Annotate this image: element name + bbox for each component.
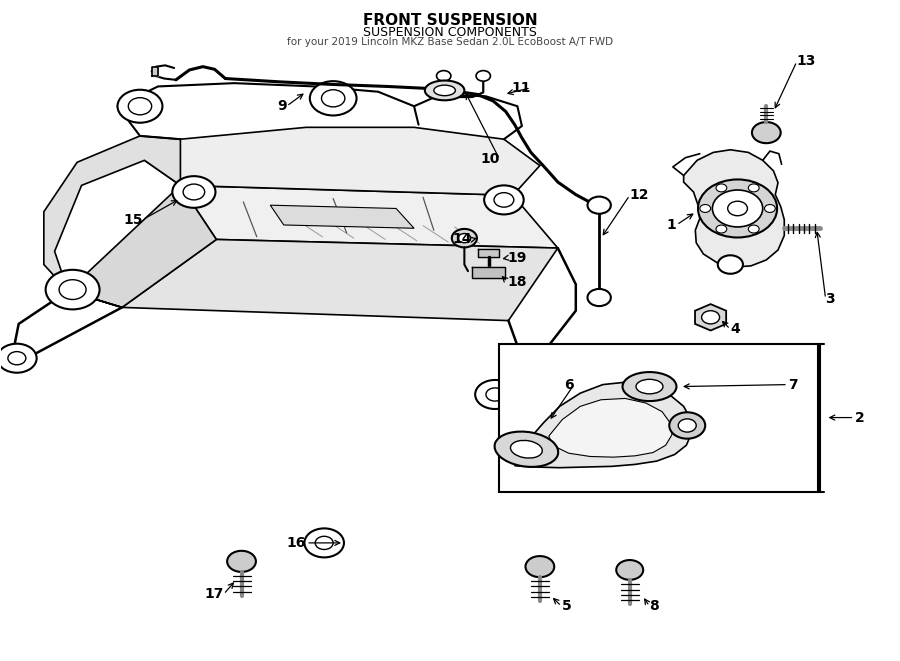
Circle shape xyxy=(315,536,333,549)
Polygon shape xyxy=(122,239,558,321)
Circle shape xyxy=(718,255,742,274)
Circle shape xyxy=(748,225,759,233)
Circle shape xyxy=(764,204,775,212)
Text: SUSPENSION COMPONENTS: SUSPENSION COMPONENTS xyxy=(363,26,537,39)
Circle shape xyxy=(716,225,727,233)
Ellipse shape xyxy=(623,372,677,401)
Text: 1: 1 xyxy=(667,218,677,232)
Polygon shape xyxy=(270,205,414,228)
Polygon shape xyxy=(145,128,540,195)
Bar xyxy=(500,344,818,492)
Polygon shape xyxy=(478,249,500,256)
Circle shape xyxy=(436,71,451,81)
Polygon shape xyxy=(68,185,216,307)
Circle shape xyxy=(752,122,780,143)
Circle shape xyxy=(679,419,697,432)
Circle shape xyxy=(129,98,152,115)
Circle shape xyxy=(588,289,611,306)
Text: 8: 8 xyxy=(650,600,659,613)
Circle shape xyxy=(458,233,471,243)
Text: for your 2019 Lincoln MKZ Base Sedan 2.0L EcoBoost A/T FWD: for your 2019 Lincoln MKZ Base Sedan 2.0… xyxy=(287,37,613,47)
Circle shape xyxy=(728,201,747,215)
Polygon shape xyxy=(180,185,558,248)
Circle shape xyxy=(476,71,491,81)
Circle shape xyxy=(8,352,26,365)
Text: 16: 16 xyxy=(287,536,306,550)
Text: 14: 14 xyxy=(452,233,472,247)
Circle shape xyxy=(310,81,356,116)
Text: FRONT SUSPENSION: FRONT SUSPENSION xyxy=(363,13,537,28)
Circle shape xyxy=(0,344,37,373)
Text: 12: 12 xyxy=(630,188,649,202)
Polygon shape xyxy=(695,304,726,330)
Text: 17: 17 xyxy=(204,588,223,602)
Polygon shape xyxy=(44,136,180,307)
Text: 9: 9 xyxy=(277,99,286,113)
Text: 11: 11 xyxy=(511,81,531,95)
Circle shape xyxy=(183,184,204,200)
Circle shape xyxy=(698,179,777,237)
Circle shape xyxy=(475,380,515,409)
Circle shape xyxy=(700,204,711,212)
Text: 18: 18 xyxy=(508,275,527,289)
Text: 10: 10 xyxy=(480,152,500,166)
Text: 7: 7 xyxy=(788,377,797,391)
Circle shape xyxy=(452,229,477,247)
Text: 19: 19 xyxy=(508,251,526,265)
Text: 3: 3 xyxy=(825,292,835,306)
Circle shape xyxy=(748,184,759,192)
Text: 13: 13 xyxy=(796,54,816,68)
Polygon shape xyxy=(515,382,692,468)
Circle shape xyxy=(172,176,215,208)
Circle shape xyxy=(526,556,554,577)
Circle shape xyxy=(59,280,86,299)
Circle shape xyxy=(304,528,344,557)
Circle shape xyxy=(486,388,504,401)
Circle shape xyxy=(118,90,162,123)
Ellipse shape xyxy=(510,440,543,458)
Circle shape xyxy=(702,311,720,324)
Polygon shape xyxy=(152,67,158,76)
Circle shape xyxy=(227,551,256,572)
Circle shape xyxy=(321,90,345,107)
Circle shape xyxy=(713,190,762,227)
Circle shape xyxy=(716,184,727,192)
Circle shape xyxy=(484,185,524,214)
Circle shape xyxy=(588,196,611,214)
Text: 2: 2 xyxy=(854,410,864,424)
Polygon shape xyxy=(684,150,784,267)
Ellipse shape xyxy=(636,379,663,394)
Text: 6: 6 xyxy=(564,377,574,391)
Circle shape xyxy=(616,560,643,580)
Circle shape xyxy=(670,412,706,439)
Polygon shape xyxy=(472,267,505,278)
Circle shape xyxy=(46,270,100,309)
Text: 15: 15 xyxy=(123,213,143,227)
Circle shape xyxy=(494,192,514,207)
Polygon shape xyxy=(549,399,672,457)
Ellipse shape xyxy=(495,432,558,467)
Text: 5: 5 xyxy=(562,600,572,613)
Ellipse shape xyxy=(425,81,464,100)
Ellipse shape xyxy=(434,85,455,96)
Text: 4: 4 xyxy=(731,322,740,336)
